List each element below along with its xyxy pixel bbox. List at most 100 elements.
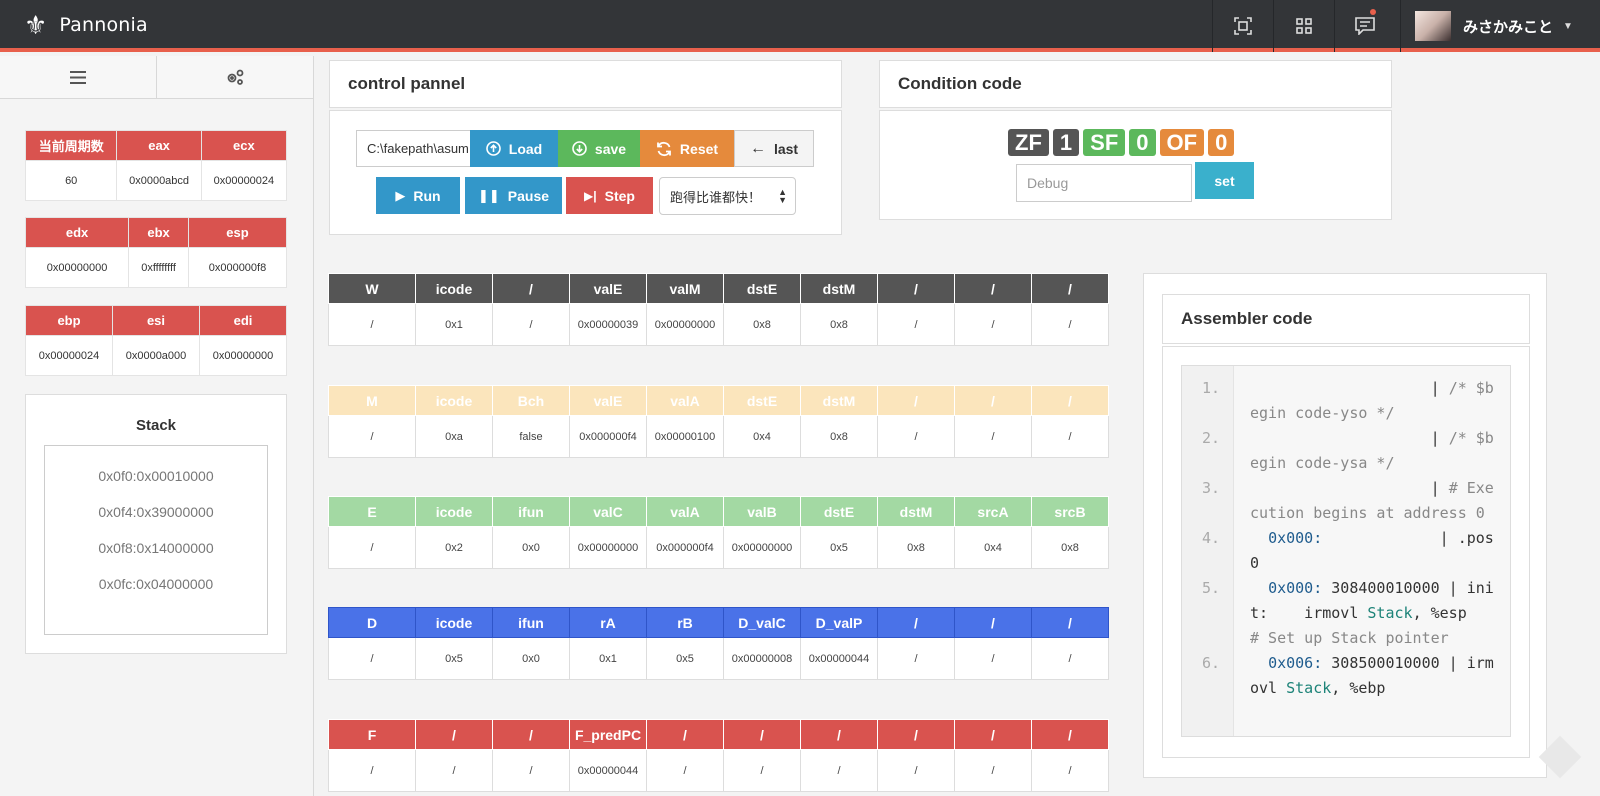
code-token: | <box>1250 379 1449 397</box>
save-label: save <box>594 140 627 157</box>
pipeline-cell: / <box>877 637 955 680</box>
line-text: | /* $begin code-ysa */ <box>1250 426 1498 476</box>
pipeline-header: dstM <box>800 385 878 416</box>
pipeline-cell: / <box>646 749 724 792</box>
pipeline-cell: 0x8 <box>723 303 801 346</box>
step-button[interactable]: ▶| Step <box>566 177 653 214</box>
pipeline-header: D <box>328 607 416 638</box>
stack-item: 0x0f0:0x00010000 <box>98 468 214 484</box>
pipeline-cell: 0x0 <box>492 526 570 569</box>
run-label: Run <box>413 187 441 204</box>
sidebar-tab-menu[interactable] <box>0 56 156 98</box>
save-button[interactable]: save <box>558 130 640 167</box>
pipeline-cell: 0x00000044 <box>569 749 647 792</box>
pipeline-cell: 0x00000000 <box>646 303 724 346</box>
pipeline-header: srcA <box>954 496 1032 527</box>
messages-button[interactable] <box>1334 0 1394 52</box>
user-menu[interactable]: みさかみこと ▼ <box>1400 0 1600 52</box>
pipeline-table-d: D icode ifun rA rB D_valC D_valP / / / /… <box>328 607 1109 680</box>
pipeline-cell: / <box>1031 749 1109 792</box>
pipeline-cell: / <box>800 749 878 792</box>
step-label: Step <box>604 187 635 204</box>
pipeline-header: D_valC <box>723 607 801 638</box>
code-token: # Set up Stack pointer <box>1250 629 1449 647</box>
pause-button[interactable]: ❚❚ Pause <box>465 177 562 214</box>
pipeline-header: / <box>800 719 878 750</box>
register-value: 0x00000024 <box>25 335 113 376</box>
condition-code-title: Condition code <box>879 60 1392 108</box>
register-value: 0x00000000 <box>24 247 130 288</box>
register-value: 0x000000f8 <box>187 247 288 288</box>
speed-select[interactable]: 跑得比谁都快！ ▲ ▼ <box>659 177 796 215</box>
register-header: ecx <box>200 130 288 161</box>
register-header: 当前周期数 <box>24 130 118 161</box>
zf-value-badge: 1 <box>1052 129 1080 156</box>
pipeline-cell: / <box>328 637 416 680</box>
code-line: 4. 0x000: | .pos 0 <box>1182 526 1510 576</box>
pipeline-cell: / <box>415 749 493 792</box>
pipeline-header: / <box>954 607 1032 638</box>
line-text: 0x000: | .pos 0 <box>1250 526 1498 576</box>
fullscreen-button[interactable] <box>1212 0 1272 52</box>
pipeline-header: dstE <box>723 385 801 416</box>
app-name: Pannonia <box>59 14 148 36</box>
pipeline-header: icode <box>415 385 493 416</box>
pipeline-header: dstE <box>800 496 878 527</box>
pipeline-header: ifun <box>492 496 570 527</box>
register-header: eax <box>116 130 202 161</box>
pipeline-cell: 0x00000000 <box>723 526 801 569</box>
pipeline-cell: / <box>954 749 1032 792</box>
pipeline-cell: 0x000000f4 <box>646 526 724 569</box>
set-button[interactable]: set <box>1195 162 1254 199</box>
register-value: 0x0000abcd <box>116 160 202 201</box>
pipeline-header: rA <box>569 607 647 638</box>
run-button[interactable]: ▶ Run <box>376 177 460 214</box>
sidebar-tab-settings[interactable] <box>156 56 313 98</box>
last-button[interactable]: ← last <box>734 130 814 167</box>
pipeline-header: valB <box>723 496 801 527</box>
select-arrows-icon: ▲ ▼ <box>778 187 787 205</box>
register-header: ebp <box>25 305 113 336</box>
register-table-3: ebp esi edi 0x00000024 0x0000a000 0x0000… <box>25 305 287 376</box>
file-input[interactable]: C:\fakepath\asum <box>356 130 470 167</box>
pipeline-cell: / <box>877 303 955 346</box>
condition-code-badges: ZF 1 SF 0 OF 0 <box>1008 129 1235 156</box>
register-header: ebx <box>128 217 189 248</box>
pipeline-header: / <box>877 273 955 304</box>
register-header: esi <box>112 305 200 336</box>
load-button[interactable]: Load <box>470 130 558 167</box>
code-lines: 1. | /* $begin code-yso */2. | /* $begin… <box>1182 366 1510 701</box>
line-number: 1. <box>1201 379 1220 397</box>
pipeline-cell: 0x4 <box>954 526 1032 569</box>
pipeline-cell: 0x1 <box>569 637 647 680</box>
pipeline-cell: / <box>328 749 416 792</box>
pipeline-header: valM <box>646 273 724 304</box>
apps-grid-button[interactable] <box>1273 0 1333 52</box>
sidebar-tabs <box>0 56 313 99</box>
pipeline-header: F_predPC <box>569 719 647 750</box>
pipeline-header: ifun <box>492 607 570 638</box>
pipeline-cell: 0x8 <box>800 415 878 458</box>
pipeline-cell: 0x5 <box>646 637 724 680</box>
register-table-2: edx ebx esp 0x00000000 0xffffffff 0x0000… <box>24 217 288 288</box>
app-logo[interactable]: ⚜ Pannonia <box>24 12 148 38</box>
stack-item: 0x0fc:0x04000000 <box>98 576 214 592</box>
pipeline-header: / <box>492 273 570 304</box>
pipeline-header: rB <box>646 607 724 638</box>
code-line: 6. 0x006: 308500010000 | irmovl Stack, %… <box>1182 651 1510 701</box>
pause-label: Pause <box>507 187 550 204</box>
pipeline-cell: 0x00000039 <box>569 303 647 346</box>
line-text: | /* $begin code-yso */ <box>1250 376 1498 426</box>
register-value: 60 <box>24 160 118 201</box>
reset-button[interactable]: Reset <box>640 130 734 167</box>
line-number: 5. <box>1201 579 1220 597</box>
code-editor[interactable]: 1. | /* $begin code-yso */2. | /* $begin… <box>1181 365 1511 737</box>
last-label: last <box>773 140 799 157</box>
code-token: 0x000: <box>1250 579 1323 597</box>
debug-input[interactable]: Debug <box>1016 164 1192 202</box>
pipeline-cell: false <box>492 415 570 458</box>
line-number: 3. <box>1201 479 1220 497</box>
stack-panel: Stack 0x0f0:0x00010000 0x0f4:0x39000000 … <box>25 394 287 654</box>
pipeline-header: valA <box>646 385 724 416</box>
pipeline-header: dstM <box>800 273 878 304</box>
